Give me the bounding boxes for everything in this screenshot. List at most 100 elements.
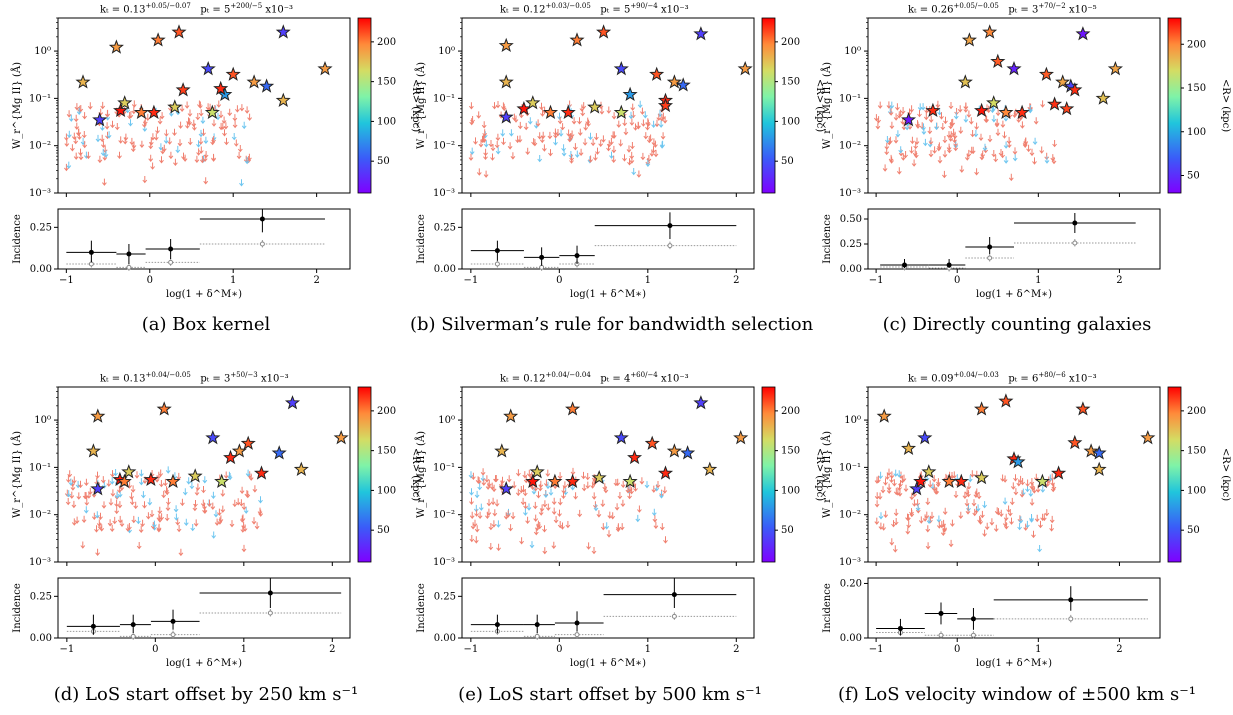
upper-limit-arrow: [474, 509, 479, 517]
colorbar-tick-label: 100: [377, 116, 396, 127]
upper-limit-arrow: [1002, 519, 1008, 527]
upper-limit-arrow: [1033, 117, 1039, 125]
upper-limit-arrow: [874, 517, 880, 525]
incidence-bin: [965, 237, 1014, 262]
upper-limit-arrow: [198, 109, 204, 117]
upper-limit-arrow: [591, 492, 597, 500]
upper-limit-arrow: [178, 121, 183, 129]
upper-limit-arrow: [160, 147, 166, 155]
y-tick-label: 10⁻²: [433, 141, 455, 152]
upper-limit-arrow: [258, 496, 263, 504]
upper-limit-arrow: [105, 109, 110, 118]
upper-limit-arrow: [214, 518, 220, 526]
upper-limit-arrow: [654, 119, 660, 128]
upper-limit-arrow: [468, 471, 474, 479]
upper-limit-arrow: [91, 512, 97, 521]
upper-limit-arrow: [66, 161, 72, 169]
detection-star: [913, 473, 929, 489]
upper-limit-arrow: [953, 143, 959, 152]
upper-limit-arrow: [989, 518, 995, 526]
upper-limit-arrow: [1000, 474, 1005, 482]
main-ylabel: W_r^{Mg II} (Å): [11, 62, 23, 149]
upper-limit-arrow: [500, 129, 506, 137]
detection-star: [1091, 461, 1107, 476]
inc-y-tick-label: 0.25: [434, 591, 456, 602]
upper-limit-arrow: [545, 469, 551, 477]
upper-limit-arrow: [84, 498, 90, 506]
incidence-point: [938, 610, 944, 616]
upper-limit-arrow: [470, 116, 475, 124]
incidence-bin: [957, 608, 994, 640]
incidence-point: [88, 249, 94, 255]
upper-limit-arrow: [629, 156, 635, 164]
upper-limit-arrow: [883, 478, 888, 486]
detection-star: [117, 95, 133, 110]
upper-limits: [874, 468, 1057, 553]
upper-limit-arrow: [957, 105, 963, 113]
y-tick-label: 10⁻²: [433, 510, 455, 521]
upper-limit-arrow: [232, 120, 238, 129]
upper-limit-arrow: [644, 481, 650, 489]
inc-y-tick-label: 0.25: [434, 222, 456, 233]
upper-limit-arrow: [106, 479, 112, 487]
upper-limit-arrow: [537, 155, 543, 163]
incidence-frame: [461, 208, 755, 270]
inc-x-tick-label: 1: [645, 644, 651, 655]
upper-limit-arrow: [81, 131, 87, 139]
main-axes-frame: [57, 386, 351, 563]
upper-limit-arrow: [633, 484, 638, 492]
upper-limit-arrow: [1006, 505, 1011, 513]
upper-limit-arrow: [187, 109, 193, 117]
colorbar-tick-label: 150: [377, 446, 396, 457]
upper-limit-arrow: [513, 115, 519, 123]
upper-limit-arrow: [925, 542, 931, 550]
upper-limit-arrow: [71, 132, 77, 140]
inc-x-tick-label: 0: [556, 275, 562, 286]
upper-limit-arrow: [630, 142, 635, 150]
upper-limit-arrow: [67, 470, 73, 478]
upper-limit-arrow: [86, 151, 91, 160]
detection-star: [901, 111, 917, 127]
upper-limit-arrow: [522, 471, 528, 479]
detection-star: [246, 74, 262, 89]
upper-limit-arrow: [611, 145, 617, 154]
upper-limit-arrow: [898, 480, 903, 488]
incidence-point: [267, 590, 273, 596]
inc-ylabel: Incidence: [12, 214, 23, 264]
colorbar: [1167, 17, 1182, 194]
upper-limit-arrow: [469, 511, 475, 520]
upper-limit-arrow: [598, 139, 604, 148]
upper-limit-arrow: [130, 485, 136, 493]
upper-limit-arrow: [490, 497, 496, 506]
upper-limit-arrow: [635, 514, 641, 523]
upper-limit-arrow: [635, 121, 641, 130]
inc-y-tick-label: 0.00: [434, 633, 456, 644]
inc-ylabel: Incidence: [822, 214, 833, 264]
upper-limit-arrow: [469, 497, 474, 505]
upper-limit-arrow: [551, 507, 557, 515]
detection-star: [187, 468, 203, 483]
upper-limit-arrow: [1003, 141, 1009, 149]
upper-limit-arrow: [569, 154, 575, 162]
detection-star: [225, 66, 241, 81]
upper-limit-arrow: [182, 154, 188, 162]
upper-limit-arrow: [893, 469, 899, 477]
upper-limit-arrow: [148, 141, 154, 150]
upper-limit-arrow: [107, 519, 113, 527]
colorbar-label: <R> (kpc): [814, 448, 825, 501]
y-tick-label: 10⁰: [438, 46, 455, 57]
upper-limit-arrow: [235, 498, 241, 506]
upper-limit-arrow: [964, 487, 970, 496]
upper-limit-arrow: [128, 119, 133, 127]
upper-limit-arrow: [1031, 530, 1036, 539]
detection-star: [1051, 465, 1067, 480]
upper-limit-arrow: [631, 168, 637, 176]
upper-limit-arrow: [501, 102, 506, 110]
upper-limit-arrow: [974, 168, 979, 176]
upper-limit-arrow: [110, 120, 115, 129]
incidence-point: [902, 262, 907, 268]
upper-limit-arrow: [876, 475, 881, 484]
upper-limit-arrow: [139, 478, 144, 486]
upper-limit-arrow: [216, 100, 222, 108]
